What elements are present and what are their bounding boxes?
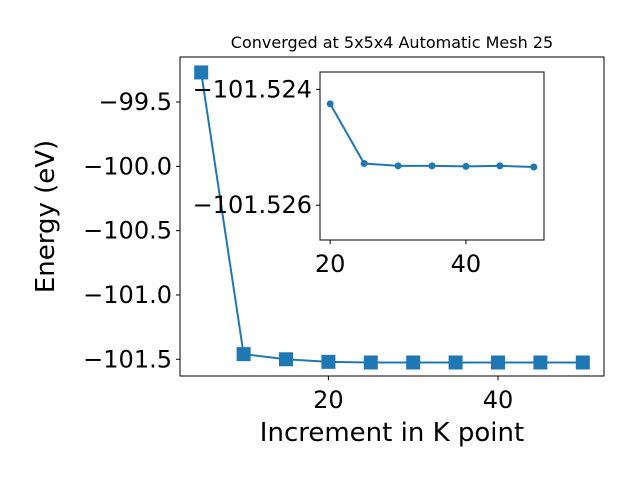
data-point bbox=[406, 355, 421, 370]
inset-data-point bbox=[360, 160, 368, 168]
x-tick-label: 40 bbox=[483, 386, 514, 414]
inset-data-point bbox=[462, 162, 470, 170]
inset-plot-frame bbox=[319, 71, 545, 241]
y-tick-label: −99.5 bbox=[98, 88, 172, 116]
inset-data-point bbox=[530, 163, 538, 171]
inset-y-tick-label: −101.524 bbox=[193, 75, 312, 103]
x-tick-label: 20 bbox=[313, 386, 344, 414]
data-point bbox=[194, 65, 209, 80]
data-point bbox=[491, 355, 505, 370]
y-tick-label: −101.0 bbox=[83, 281, 172, 309]
y-axis-label: Energy (eV) bbox=[31, 140, 61, 293]
inset-data-point bbox=[428, 162, 436, 170]
inset-x-tick-label: 40 bbox=[451, 250, 482, 278]
y-tick-label: −100.0 bbox=[83, 152, 172, 180]
chart-title: Converged at 5x5x4 Automatic Mesh 25 bbox=[231, 33, 553, 52]
data-point bbox=[448, 355, 463, 370]
inset-plot: 20 40 −101.526 −101.524 bbox=[193, 71, 545, 278]
data-point bbox=[236, 347, 251, 362]
data-point bbox=[575, 355, 590, 370]
y-tick-label: −101.5 bbox=[83, 345, 172, 373]
data-point bbox=[533, 355, 548, 370]
series-line bbox=[200, 72, 583, 364]
inset-data-point bbox=[394, 162, 402, 170]
data-point bbox=[321, 354, 336, 369]
inset-y-tick-label: −101.526 bbox=[193, 191, 312, 219]
data-point bbox=[363, 355, 378, 370]
y-tick-label: −100.5 bbox=[83, 217, 172, 245]
inset-data-point bbox=[496, 162, 504, 170]
inset-x-tick-label: 20 bbox=[315, 250, 346, 278]
data-point bbox=[279, 352, 293, 367]
inset-data-point bbox=[326, 100, 334, 108]
x-axis-label: Increment in K point bbox=[260, 418, 524, 448]
